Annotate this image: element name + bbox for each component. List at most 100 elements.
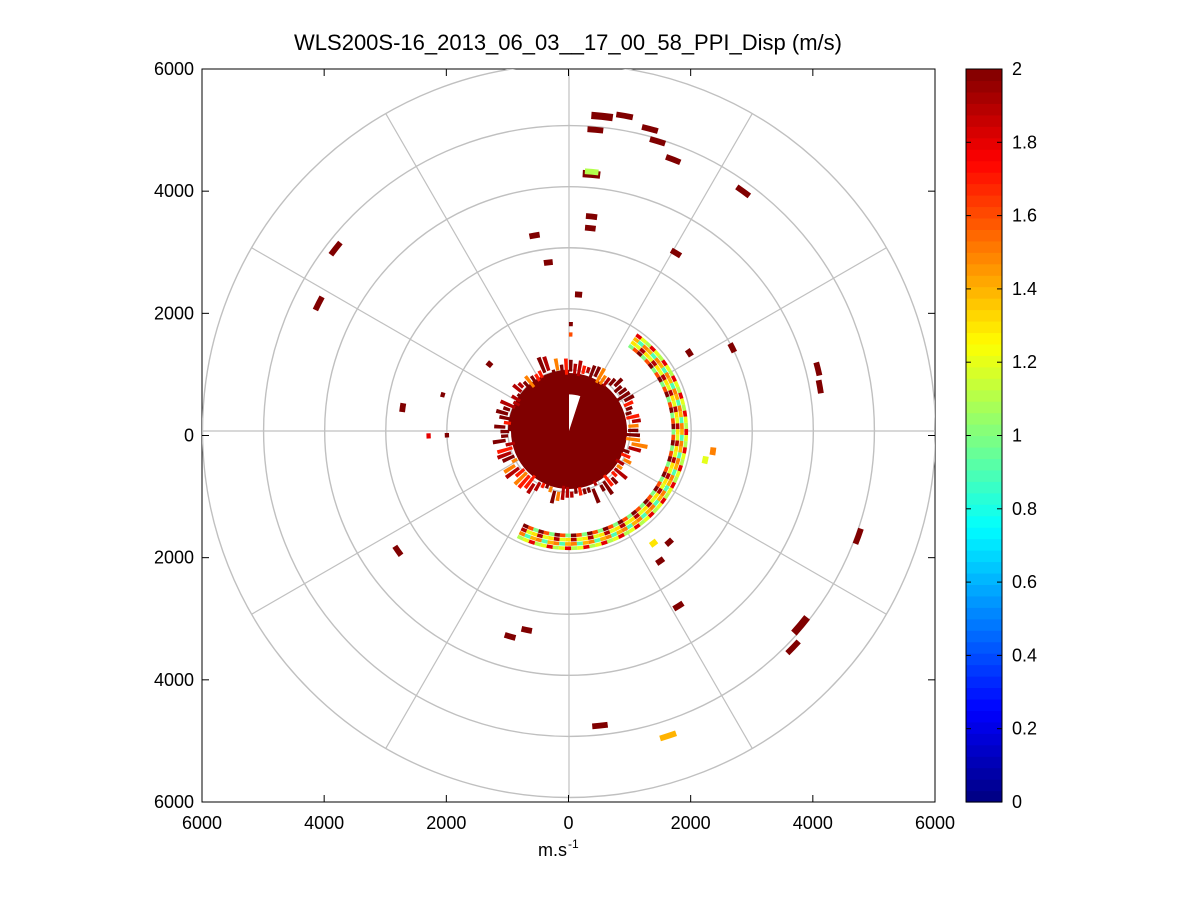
arc-segment-27 — [672, 600, 685, 612]
arc-band-cell — [683, 416, 688, 423]
arc-band-cell — [644, 508, 652, 515]
arc-band-cell — [672, 476, 679, 484]
colorbar-segment — [966, 126, 1002, 139]
arc-band-cell — [641, 505, 649, 512]
colorbar-segment — [966, 412, 1002, 425]
arc-band-cell — [680, 428, 684, 436]
arc-band-cell — [624, 519, 631, 526]
arc-band-cell — [644, 358, 651, 366]
arc-segment-34 — [426, 433, 431, 439]
core-edge-cell — [565, 486, 569, 498]
core-edge-cell — [502, 406, 511, 412]
arc-band-cell — [637, 340, 645, 348]
data-marks — [312, 111, 864, 742]
arc-band-cell — [540, 543, 547, 548]
arc-segment-25 — [659, 730, 678, 742]
arc-band-cell — [673, 463, 679, 471]
arc-band-cell — [654, 364, 661, 372]
colorbar-segment — [966, 446, 1002, 460]
arc-band-cell — [647, 362, 654, 370]
core-edge-cell — [495, 408, 509, 416]
arc-band-cell — [559, 533, 566, 538]
colorbar-segment — [966, 527, 1002, 540]
arc-band-cell — [537, 529, 545, 535]
arc-band-cell — [654, 357, 661, 365]
arc-band-cell — [576, 541, 583, 546]
arc-band-cell — [565, 537, 571, 542]
colorbar-segment — [966, 183, 1002, 196]
colorbar-segment — [966, 756, 1002, 769]
arc-band-cell — [640, 337, 648, 344]
colorbar-segment — [966, 149, 1002, 162]
arc-segment-23 — [791, 615, 810, 636]
colorbar-segment — [966, 698, 1002, 711]
core-edge-cell — [540, 482, 546, 489]
arc-segment-12 — [543, 259, 554, 266]
arc-band-cell — [600, 540, 608, 546]
colorbar-tick-label: 0.2 — [1012, 719, 1037, 739]
arc-band-cell — [564, 546, 572, 551]
arc-segment-40 — [444, 432, 450, 438]
core-edge-cell — [615, 458, 625, 467]
arc-segment-42 — [709, 447, 717, 456]
core-edge-cell — [623, 394, 635, 403]
arc-band-cell — [518, 530, 526, 537]
arc-band-cell — [659, 482, 666, 490]
arc-band-cell — [668, 450, 674, 457]
colorbar-segment — [966, 355, 1002, 368]
y-tick-label: 4000 — [154, 181, 194, 201]
core-edge-cell — [582, 488, 587, 495]
arc-band-cell — [528, 539, 536, 545]
arc-band-cell — [665, 472, 671, 480]
arc-band-cell — [684, 422, 689, 429]
arc-band-cell — [534, 541, 542, 547]
core-edge-cell — [542, 356, 551, 372]
core-edge-cell — [504, 466, 520, 480]
arc-band-cell — [623, 529, 631, 537]
arc-segment-22 — [852, 527, 864, 545]
arc-band-cell — [656, 502, 663, 510]
arc-segment-19 — [684, 348, 694, 358]
core-edge-cell — [625, 432, 641, 438]
core-edge-cell — [620, 452, 631, 460]
colorbar-segment — [966, 492, 1002, 505]
arc-band-cell — [666, 396, 672, 403]
arc-band-cell — [643, 351, 650, 359]
colorbar-ticks: 0 0.2 0.4 0.6 0.8 1 1.2 1.4 1.6 1.8 2 — [966, 59, 1037, 812]
x-axis-label: m.s — [538, 840, 567, 860]
arc-band-cell — [564, 542, 572, 546]
core-edge-cell — [626, 413, 640, 420]
arc-band-cell — [667, 369, 675, 377]
colorbar-segment — [966, 194, 1002, 208]
arc-band-cell — [666, 486, 674, 495]
arc-band-cell — [664, 391, 670, 398]
core-edge-cell — [617, 387, 628, 396]
spoke-60 — [568, 247, 887, 432]
arc-segment-16 — [735, 184, 752, 199]
colorbar-tick-label: 0.8 — [1012, 499, 1037, 519]
arc-segment-5 — [587, 126, 604, 134]
arc-band-cell — [670, 412, 675, 419]
colorbar-segment — [966, 320, 1002, 334]
core-edge-cell — [512, 383, 523, 393]
colorbar-segment — [966, 80, 1002, 93]
arc-band-cell — [667, 401, 673, 408]
arc-segment-13 — [574, 291, 583, 298]
arc-band-cell — [577, 545, 584, 550]
arc-band-cell — [581, 532, 588, 537]
arc-band-cell — [633, 512, 641, 520]
arc-band-cell — [671, 434, 676, 441]
core-edge-cell — [548, 486, 553, 493]
arc-band-cell — [612, 521, 619, 528]
core-edge-cell — [577, 486, 583, 496]
colorbar-segment — [966, 160, 1002, 173]
colorbar-segment — [966, 103, 1002, 116]
core-edge-cell — [615, 390, 631, 403]
y-tick-label: 4000 — [154, 670, 194, 690]
arc-band-cell — [645, 501, 653, 508]
arc-band-cell — [529, 535, 537, 541]
arc-band-cell — [607, 524, 614, 530]
arc-band-cell — [636, 350, 643, 358]
core-edge-cell — [512, 400, 521, 407]
core-edge-cell — [523, 474, 537, 490]
